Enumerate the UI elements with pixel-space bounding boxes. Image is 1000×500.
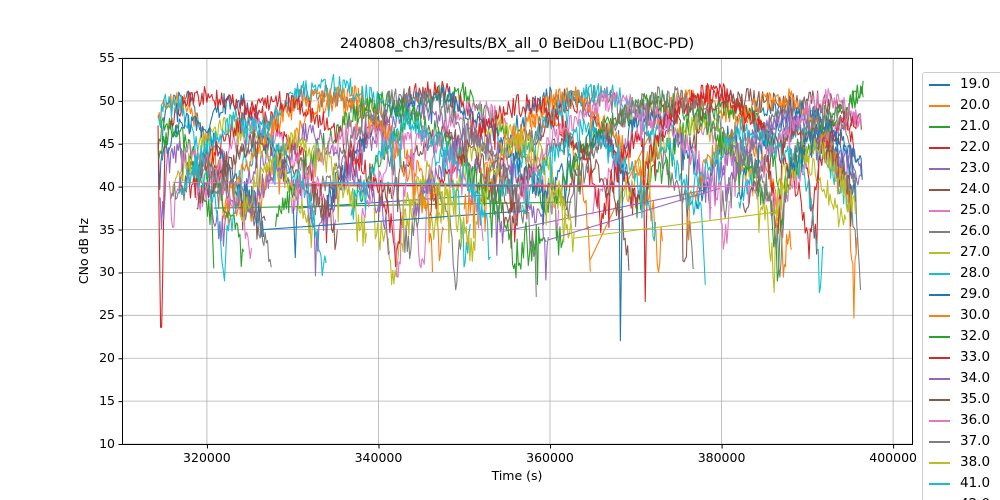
legend-line-sample-icon	[929, 146, 950, 149]
legend-label: 23.0	[960, 160, 991, 176]
legend-line-sample-icon	[929, 314, 950, 317]
y-tick-label: 50	[99, 92, 115, 108]
legend-item: 41.0	[923, 473, 1000, 494]
legend-label: 29.0	[960, 286, 991, 302]
legend-label: 35.0	[960, 391, 991, 407]
legend-line-sample-icon	[929, 167, 950, 170]
legend-label: 24.0	[960, 181, 991, 197]
x-axis-label: Time (s)	[491, 468, 543, 483]
legend-line-sample-icon	[929, 251, 950, 254]
chart-title: 240808_ch3/results/BX_all_0 BeiDou L1(BO…	[339, 36, 695, 52]
y-tick-label: 45	[99, 135, 115, 151]
legend-line-sample-icon	[929, 482, 950, 485]
legend-item: 34.0	[923, 368, 1000, 389]
y-tick-label: 20	[99, 350, 115, 366]
x-tick-label: 320000	[183, 450, 231, 465]
legend-line-sample-icon	[929, 356, 950, 359]
legend-line-sample-icon	[929, 272, 950, 275]
y-tick-label: 10	[99, 436, 115, 451]
legend-line-sample-icon	[929, 83, 950, 86]
legend-label: 34.0	[960, 370, 991, 386]
legend-item: 38.0	[923, 452, 1000, 473]
legend-line-sample-icon	[929, 293, 950, 296]
legend-item: 26.0	[923, 221, 1000, 242]
legend-label: 33.0	[960, 349, 991, 365]
legend-label: 30.0	[960, 307, 991, 323]
legend-item: 32.0	[923, 326, 1000, 347]
x-tick-label: 400000	[869, 450, 917, 465]
legend-line-sample-icon	[929, 335, 950, 338]
x-tick-label: 340000	[354, 450, 403, 465]
y-tick-label: 55	[99, 50, 115, 65]
legend-line-sample-icon	[929, 461, 950, 464]
x-tick-label: 360000	[526, 450, 574, 465]
legend-line-sample-icon	[929, 377, 950, 380]
legend-line-sample-icon	[929, 230, 950, 233]
legend-item: 22.0	[923, 137, 1000, 158]
legend-label: 19.0	[960, 76, 991, 92]
legend-label: 20.0	[960, 97, 991, 113]
legend-label: 27.0	[960, 244, 991, 260]
legend-label: 22.0	[960, 139, 991, 155]
y-tick-label: 40	[99, 178, 115, 194]
legend-label: 32.0	[960, 328, 991, 344]
legend-item: 27.0	[923, 242, 1000, 263]
y-tick-label: 35	[99, 221, 115, 237]
legend-label: 26.0	[960, 223, 991, 239]
legend-label: 37.0	[960, 433, 991, 449]
legend-item: 30.0	[923, 305, 1000, 326]
legend-label: 38.0	[960, 454, 991, 470]
legend-item: 37.0	[923, 431, 1000, 452]
legend: 19.0 20.0 21.0 22.0 23.0 24.0 25.0 26.0 27.0 28.0…	[922, 72, 1000, 500]
legend-item: 20.0	[923, 95, 1000, 116]
legend-label: 28.0	[960, 265, 991, 281]
legend-item: 35.0	[923, 389, 1000, 410]
y-tick-label: 15	[99, 393, 115, 409]
legend-label: 25.0	[960, 202, 991, 218]
x-tick-label: 380000	[697, 450, 746, 465]
legend-item: 42.0	[923, 494, 1000, 500]
legend-label: 41.0	[960, 475, 991, 491]
legend-line-sample-icon	[929, 125, 950, 128]
legend-item: 21.0	[923, 116, 1000, 137]
legend-line-sample-icon	[929, 104, 950, 107]
legend-item: 25.0	[923, 200, 1000, 221]
legend-item: 29.0	[923, 284, 1000, 305]
legend-item: 19.0	[923, 74, 1000, 95]
legend-label: 36.0	[960, 412, 991, 428]
y-tick-label: 25	[99, 307, 115, 323]
legend-item: 28.0	[923, 263, 1000, 284]
legend-label: 42.0	[960, 494, 990, 500]
legend-item: 33.0	[923, 347, 1000, 368]
legend-line-sample-icon	[929, 440, 950, 443]
legend-item: 36.0	[923, 410, 1000, 431]
legend-item: 23.0	[923, 158, 1000, 179]
legend-line-sample-icon	[929, 188, 950, 191]
legend-line-sample-icon	[929, 398, 950, 401]
legend-label: 21.0	[960, 118, 991, 134]
legend-line-sample-icon	[929, 419, 950, 422]
y-tick-label: 30	[99, 264, 115, 280]
legend-item: 24.0	[923, 179, 1000, 200]
legend-line-sample-icon	[929, 209, 950, 212]
